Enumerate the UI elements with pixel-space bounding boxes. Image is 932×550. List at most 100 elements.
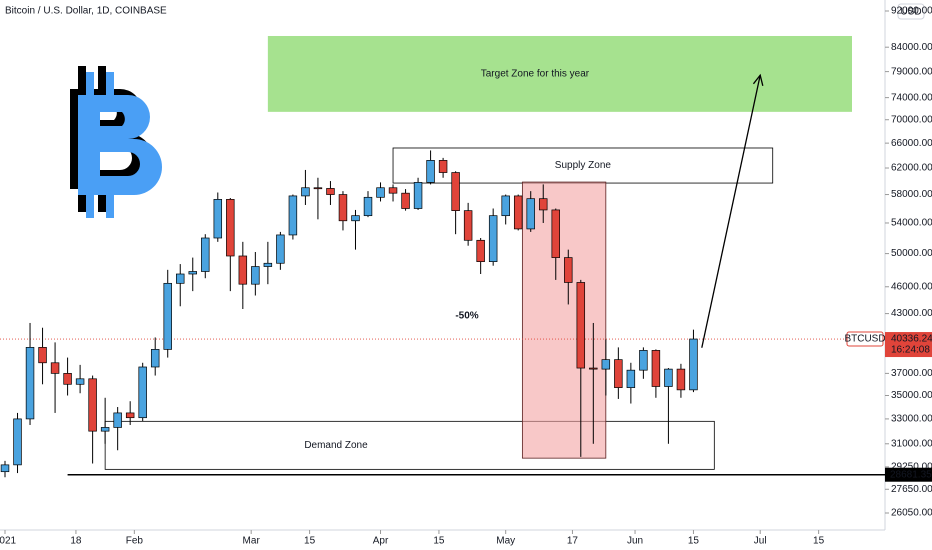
- candle-body: [100, 427, 110, 432]
- candle-body: [401, 192, 410, 209]
- currency: USD: [900, 7, 921, 18]
- candle-body: [676, 368, 686, 391]
- candle-body: [576, 282, 586, 369]
- y-tick-label: 92000.00: [891, 6, 932, 17]
- candle-body: [513, 195, 523, 230]
- candle-body: [188, 271, 197, 275]
- chart-title: Bitcoin / U.S. Dollar, 1D, COINBASE: [5, 6, 167, 17]
- x-tick-label: Mar: [243, 536, 261, 547]
- y-tick-label: 35000.00: [891, 390, 932, 401]
- symbol-tag: [846, 331, 884, 347]
- arrow: [701, 75, 761, 348]
- y-tick-label: 74000.00: [891, 92, 932, 103]
- candle-body: [38, 347, 47, 364]
- candle-body: [326, 188, 335, 195]
- candle-body: [201, 237, 210, 272]
- last-price-tag: [885, 332, 932, 358]
- y-tick-label: 58000.00: [891, 189, 932, 200]
- zone-label: Target Zone for this year: [481, 69, 590, 80]
- y-tick-label: 29250.00: [891, 462, 932, 473]
- x-tick-label: 17: [567, 536, 579, 547]
- candle-body: [451, 172, 460, 211]
- candle-body: [664, 368, 673, 387]
- x-tick-label: Jun: [627, 536, 643, 547]
- candle-body: [238, 255, 248, 285]
- candle-body: [438, 160, 448, 173]
- candle-body: [601, 359, 611, 370]
- arrow-head: [752, 73, 764, 86]
- candle-body: [338, 194, 348, 222]
- y-tick-label: 79000.00: [891, 66, 932, 77]
- candle-body: [251, 266, 260, 285]
- candle-body: [476, 239, 485, 262]
- x-tick-label: May: [496, 536, 515, 547]
- y-tick-label: 46000.00: [891, 281, 932, 292]
- x-tick-label: 15: [688, 536, 700, 547]
- zone: [521, 181, 607, 459]
- candle-body: [626, 369, 636, 388]
- currency-box[interactable]: [897, 3, 925, 20]
- y-tick-label: 43000.00: [891, 308, 932, 319]
- candle-body: [0, 464, 10, 473]
- candle-body: [463, 210, 473, 241]
- candle-body: [501, 195, 510, 217]
- y-tick-label: 33000.00: [891, 414, 932, 425]
- candle-body: [526, 198, 535, 230]
- candle-body: [639, 350, 648, 371]
- candle-body: [539, 198, 548, 211]
- bitcoin-logo: [70, 66, 162, 218]
- candle-body: [226, 199, 235, 257]
- candle-body: [163, 282, 172, 350]
- candle-body: [651, 350, 661, 387]
- y-tick-label: 31000.00: [891, 438, 932, 449]
- y-tick-label: 54000.00: [891, 218, 932, 229]
- zone-label: Supply Zone: [555, 160, 612, 171]
- y-tick-label: 26050.00: [891, 508, 932, 519]
- level-tag: [885, 467, 932, 482]
- y-tick-label: 27650.00: [891, 484, 932, 495]
- candle-body: [488, 215, 498, 262]
- candle-body: [263, 262, 273, 267]
- candle-body: [413, 182, 423, 209]
- x-tick-label: 18: [70, 536, 82, 547]
- y-tick-label: 62000.00: [891, 163, 932, 174]
- candle-body: [288, 195, 298, 236]
- candle-body: [13, 418, 22, 466]
- y-tick-label: 37000.00: [891, 368, 932, 379]
- x-tick-label: 15: [433, 536, 445, 547]
- candle-body: [551, 209, 560, 258]
- candle-body: [589, 367, 598, 370]
- y-tick-label: 50000.00: [891, 248, 932, 259]
- candle-body: [313, 187, 323, 190]
- candle-body: [351, 215, 360, 222]
- zone-label: Demand Zone: [304, 440, 368, 451]
- candle-body: [376, 187, 385, 198]
- x-tick-label: Apr: [373, 536, 389, 547]
- symbol-label: BTCUSD: [844, 334, 885, 345]
- level-label: 28681.35: [890, 469, 932, 480]
- candle-body: [213, 199, 223, 239]
- y-tick-label: 70000.00: [891, 114, 932, 125]
- candle-body: [63, 373, 72, 385]
- candle-body: [88, 378, 97, 432]
- last-price-label: 40336.24: [891, 334, 932, 345]
- candle-body: [125, 412, 135, 419]
- candle-body: [564, 257, 573, 283]
- x-tick-label: 2021: [0, 536, 17, 547]
- countdown-label: 16:24:08: [891, 345, 930, 356]
- change-label: -50%: [455, 311, 478, 322]
- candle-body: [388, 187, 398, 194]
- candle-body: [25, 347, 35, 420]
- zone: [104, 420, 715, 470]
- x-tick-label: 15: [813, 536, 825, 547]
- candle-body: [301, 187, 310, 197]
- x-tick-label: 15: [304, 536, 316, 547]
- y-tick-label: 84000.00: [891, 42, 932, 53]
- y-tick-label: 66000.00: [891, 138, 932, 149]
- candle-body: [426, 160, 435, 183]
- candle-body: [276, 234, 285, 264]
- x-tick-label: Feb: [126, 536, 144, 547]
- candle-body: [138, 366, 147, 419]
- candle-body: [614, 359, 623, 388]
